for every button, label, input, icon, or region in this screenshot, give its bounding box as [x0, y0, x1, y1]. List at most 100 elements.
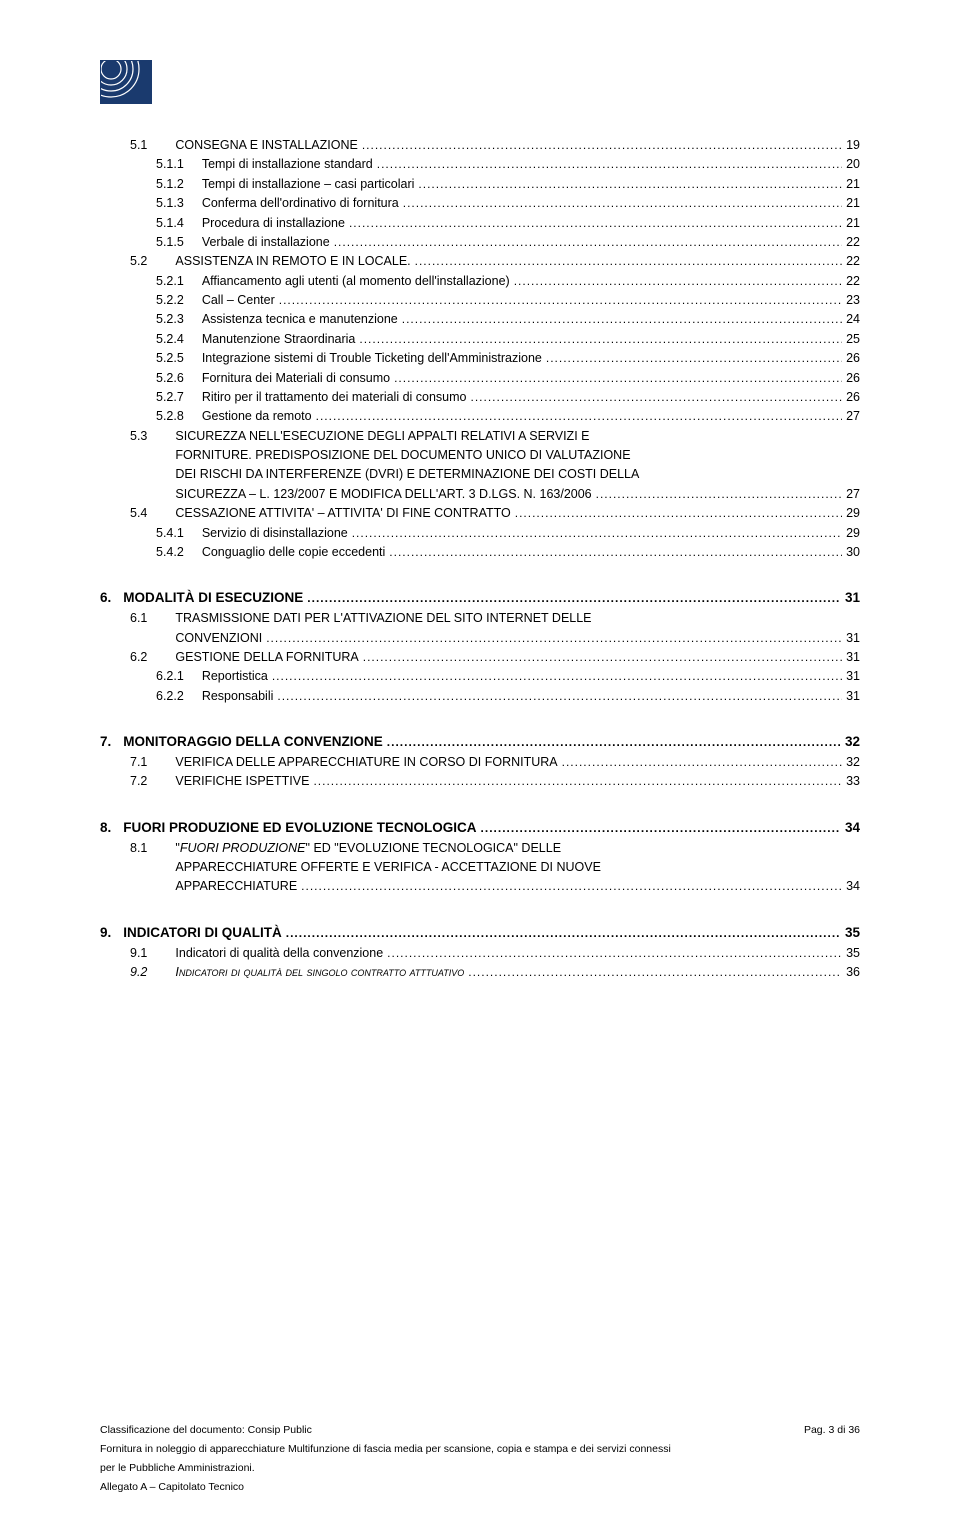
toc-entry: 9.INDICATORI DI QUALITÀ35: [100, 923, 860, 944]
toc-section: 5.1CONSEGNA E INSTALLAZIONE195.1.1Tempi …: [100, 136, 860, 562]
toc-entry: 5.1.2 Tempi di installazione – casi parti…: [100, 175, 860, 194]
toc-entry-label: MONITORAGGIO DELLA CONVENZIONE: [123, 732, 383, 753]
toc-section: 9.INDICATORI DI QUALITÀ359.1Indicatori d…: [100, 923, 860, 983]
toc-entry-page: 22: [846, 252, 860, 271]
toc-entry: 5.2.8Gestione da remoto27: [100, 407, 860, 426]
toc-entry: 5.1CONSEGNA E INSTALLAZIONE19: [100, 136, 860, 155]
toc-entry: 6.MODALITÀ DI ESECUZIONE31: [100, 588, 860, 609]
toc-entry-label: Assistenza tecnica e manutenzione: [202, 310, 398, 329]
toc-entry-page: 24: [846, 310, 860, 329]
toc-entry: 5.2.6Fornitura dei Materiali di consumo2…: [100, 369, 860, 388]
toc-leader: [352, 524, 842, 543]
toc-entry-number: 9.1: [130, 944, 147, 963]
toc-leader: [316, 407, 842, 426]
toc-entry-label: Verbale di installazione: [202, 233, 330, 252]
toc-leader: [515, 504, 842, 523]
toc-entry-page: 27: [846, 407, 860, 426]
footer-classification: Classificazione del documento: Consip Pu…: [100, 1421, 312, 1440]
toc-entry-number: 5.1.2: [156, 175, 184, 194]
toc-entry-number: 5.1.5: [156, 233, 184, 252]
toc-entry: 5.1.4Procedura di installazione21: [100, 214, 860, 233]
toc-entry-number: 7.1: [130, 753, 147, 772]
toc-entry-page: 31: [846, 629, 860, 648]
toc-entry-page: 31: [846, 687, 860, 706]
toc-entry-label: VERIFICA DELLE APPARECCHIATURE IN CORSO …: [175, 753, 557, 772]
toc-leader: [418, 175, 842, 194]
toc-entry-label: Indicatori di qualità del singolo contra…: [175, 963, 464, 982]
toc-entry: 5.4.2Conguaglio delle copie eccedenti30: [100, 543, 860, 562]
toc-entry: 6.2.1Reportistica31: [100, 667, 860, 686]
logo-icon: [100, 60, 152, 104]
toc-entry-number: 7.2: [130, 772, 147, 791]
toc-leader: [272, 667, 842, 686]
toc-entry-label: FUORI PRODUZIONE ED EVOLUZIONE TECNOLOGI…: [123, 818, 476, 839]
toc-entry-label: Ritiro per il trattamento dei materiali …: [202, 388, 467, 407]
toc-entry: 7.2VERIFICHE ISPETTIVE33: [100, 772, 860, 791]
toc-entry-number: 6.2.1: [156, 667, 184, 686]
toc-entry: 6.1TRASMISSIONE DATI PER L'ATTIVAZIONE D…: [100, 609, 860, 648]
toc-entry-page: 31: [846, 667, 860, 686]
toc-entry-number: 5.1.4: [156, 214, 184, 233]
footer-line4: Allegato A – Capitolato Tecnico: [100, 1478, 860, 1497]
toc-entry-label: Procedura di installazione: [202, 214, 345, 233]
toc-leader: [481, 819, 841, 838]
toc-entry-label: Servizio di disinstallazione: [202, 524, 348, 543]
page-footer: Classificazione del documento: Consip Pu…: [100, 1421, 860, 1497]
toc-entry-label: Tempi di installazione – casi particolar…: [202, 175, 415, 194]
toc-entry: 5.4.1 Servizio di disinstallazione 29: [100, 524, 860, 543]
toc-leader: [266, 629, 842, 648]
toc-entry-label: FORNITURE. PREDISPOSIZIONE DEL DOCUMENTO…: [175, 446, 630, 465]
toc-entry-label: Conguaglio delle copie eccedenti: [202, 543, 385, 562]
toc-entry-label: Affiancamento agli utenti (al momento de…: [202, 272, 510, 291]
toc-leader: [471, 388, 843, 407]
toc-entry-number: 5.1.3: [156, 194, 184, 213]
toc-entry: 5.1.5 Verbale di installazione 22: [100, 233, 860, 252]
toc-leader: [279, 291, 842, 310]
toc-entry-label: VERIFICHE ISPETTIVE: [175, 772, 309, 791]
toc-entry-label: SICUREZZA NELL'ESECUZIONE DEGLI APPALTI …: [175, 427, 589, 446]
toc-entry-page: 34: [846, 877, 860, 896]
toc-entry-label: GESTIONE DELLA FORNITURA: [175, 648, 358, 667]
toc-entry-number: 8.: [100, 818, 111, 839]
toc-entry: 9.1Indicatori di qualità della convenzio…: [100, 944, 860, 963]
toc-entry-number: 5.4.1: [156, 524, 184, 543]
toc-entry-label: SICUREZZA – L. 123/2007 E MODIFICA DELL'…: [175, 485, 591, 504]
toc-leader: [468, 963, 842, 982]
toc-entry-number: 5.2.3: [156, 310, 184, 329]
toc-leader: [349, 214, 842, 233]
toc-entry-number: 7.: [100, 732, 111, 753]
table-of-contents: 5.1CONSEGNA E INSTALLAZIONE195.1.1Tempi …: [100, 136, 860, 982]
toc-entry-label: TRASMISSIONE DATI PER L'ATTIVAZIONE DEL …: [175, 609, 591, 628]
toc-entry-number: 9.2: [130, 963, 147, 982]
toc-entry-page: 26: [846, 349, 860, 368]
toc-entry: 5.1.1Tempi di installazione standard20: [100, 155, 860, 174]
toc-entry-page: 26: [846, 388, 860, 407]
toc-entry-label: INDICATORI DI QUALITÀ: [123, 923, 282, 944]
toc-entry-label: CONSEGNA E INSTALLAZIONE: [175, 136, 357, 155]
toc-entry: 9.2 Indicatori di qualità del singolo con…: [100, 963, 860, 982]
toc-entry-page: 36: [846, 963, 860, 982]
toc-entry-label: Manutenzione Straordinaria: [202, 330, 356, 349]
toc-entry-page: 31: [846, 648, 860, 667]
toc-entry-page: 32: [846, 753, 860, 772]
toc-entry-label: APPARECCHIATURE: [175, 877, 297, 896]
toc-entry-number: 5.2.2: [156, 291, 184, 310]
toc-leader: [403, 194, 842, 213]
toc-entry-label: CONVENZIONI: [175, 629, 262, 648]
toc-entry-label: Responsabili: [202, 687, 274, 706]
toc-leader: [359, 330, 842, 349]
toc-entry-number: 6.2.2: [156, 687, 184, 706]
toc-entry-label: Tempi di installazione standard: [202, 155, 373, 174]
toc-entry-number: 5.1: [130, 136, 147, 155]
toc-entry-page: 22: [846, 233, 860, 252]
toc-entry-label: MODALITÀ DI ESECUZIONE: [123, 588, 303, 609]
toc-entry-page: 20: [846, 155, 860, 174]
toc-entry-label: DEI RISCHI DA INTERFERENZE (DVRI) E DETE…: [175, 465, 639, 484]
toc-entry-page: 29: [846, 504, 860, 523]
toc-leader: [546, 349, 842, 368]
toc-entry: 5.3SICUREZZA NELL'ESECUZIONE DEGLI APPAL…: [100, 427, 860, 505]
toc-entry-page: 29: [846, 524, 860, 543]
toc-entry-page: 25: [846, 330, 860, 349]
toc-entry-label: Fornitura dei Materiali di consumo: [202, 369, 390, 388]
toc-entry-page: 27: [846, 485, 860, 504]
